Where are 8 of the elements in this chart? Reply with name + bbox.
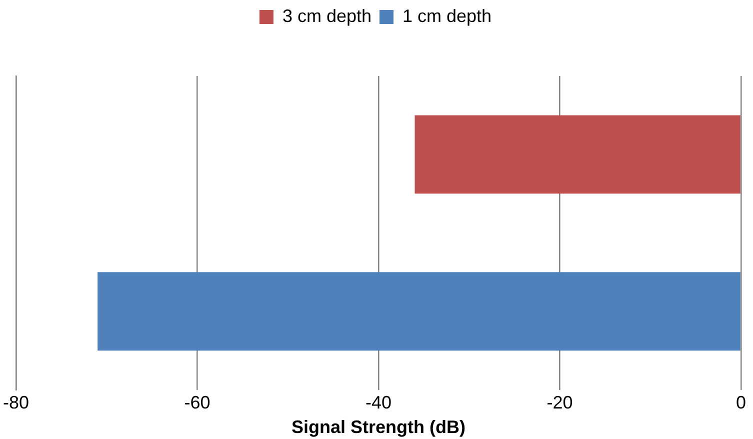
x-tick-label: 0 (736, 392, 746, 413)
legend-label: 3 cm depth (282, 6, 372, 26)
x-tick-label: -40 (365, 392, 392, 413)
x-tick-label: -80 (3, 392, 30, 413)
x-axis-title: Signal Strength (dB) (292, 417, 466, 438)
x-tick-label: -60 (184, 392, 210, 413)
x-tick-label: -20 (546, 392, 573, 413)
legend-label: 1 cm depth (402, 6, 492, 26)
